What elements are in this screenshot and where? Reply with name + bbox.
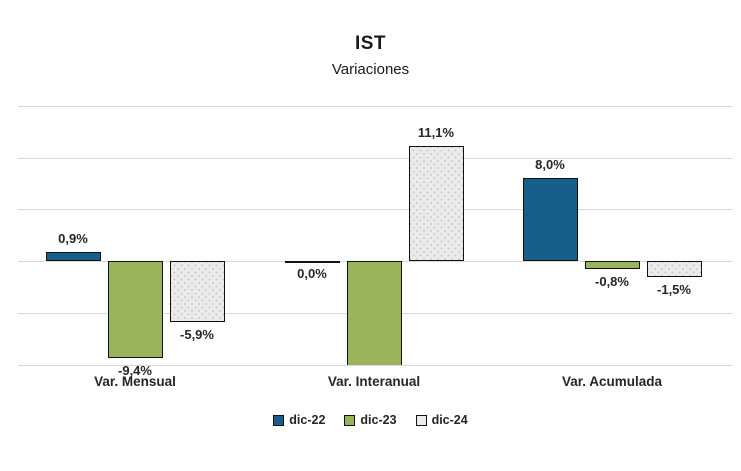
bar-dic-23-cat2 (585, 261, 640, 269)
legend-label: dic-23 (360, 413, 397, 427)
value-label: -1,5% (657, 282, 691, 297)
legend-swatch-icon (344, 414, 356, 426)
chart-title: IST (354, 33, 387, 54)
legend: dic-22 dic-23 dic-24 (0, 413, 741, 427)
gridline (18, 158, 733, 159)
bar-dic-22-cat2 (523, 178, 578, 261)
legend-swatch-icon (415, 414, 427, 426)
category-label: Var. Interanual (327, 374, 421, 389)
value-label: 8,0% (535, 157, 565, 172)
gridline (18, 209, 733, 210)
gridline (18, 365, 733, 366)
bar-dic-23-cat1 (347, 261, 402, 365)
value-label: -9,4% (118, 363, 152, 378)
legend-item-dic-24: dic-24 (415, 413, 468, 427)
bar-dic-22-cat1 (285, 261, 340, 263)
chart-subtitle: Variaciones (331, 61, 410, 78)
category-label: Var. Mensual (94, 374, 176, 389)
bar-dic-24-cat2 (647, 261, 702, 277)
value-label: 0,9% (58, 231, 88, 246)
bar-dic-23-cat0 (108, 261, 163, 358)
legend-label: dic-24 (431, 413, 468, 427)
category-label: Var. Acumulada (561, 374, 663, 389)
value-label: -0,8% (595, 274, 629, 289)
value-label: -5,9% (180, 327, 214, 342)
bar-dic-24-cat1 (409, 146, 464, 261)
legend-item-dic-22: dic-22 (273, 413, 325, 427)
bar-dic-24-cat0 (170, 261, 225, 322)
legend-swatch-icon (273, 414, 285, 426)
legend-item-dic-23: dic-23 (344, 413, 397, 427)
value-label: 0,0% (297, 266, 327, 281)
bar-dic-22-cat0 (46, 252, 101, 261)
legend-label: dic-22 (289, 413, 326, 427)
value-label: 11,1% (417, 125, 455, 140)
gridline (18, 106, 733, 107)
